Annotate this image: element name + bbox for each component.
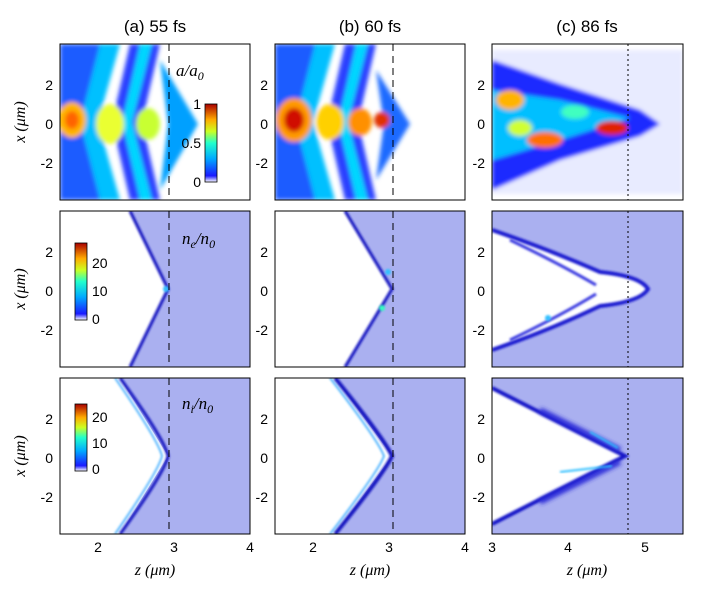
y-tick-label: 0	[260, 450, 268, 466]
y-tick-label: -2	[473, 322, 486, 338]
x-ticks-col-b: 2 3 4	[309, 539, 469, 555]
y-tick-label: 2	[477, 244, 485, 260]
y-tick-label: -2	[256, 489, 269, 505]
column-title-c: (c) 86 fs	[556, 17, 617, 36]
panel-a-electron	[59, 210, 251, 368]
y-axis-label: x (μm)	[12, 101, 29, 143]
x-axis-label: z (μm)	[349, 562, 390, 579]
y-tick-label: -2	[41, 155, 54, 171]
label-subscript: 0	[209, 237, 215, 251]
panel-c-electron	[491, 210, 684, 368]
column-title-a: (a) 55 fs	[124, 17, 186, 36]
x-axis-label: z (μm)	[134, 562, 175, 579]
colorbar-tick: 0.5	[182, 135, 202, 151]
x-tick-label: 2	[94, 539, 102, 555]
panel-b-electron	[274, 210, 466, 368]
y-tick-label: 0	[260, 283, 268, 299]
quantity-label-ion: ni/n0	[182, 394, 213, 416]
panel-a-field	[59, 43, 251, 201]
label-subscript: e	[191, 237, 197, 251]
panel-c-field	[491, 43, 684, 201]
y-tick-label: 2	[45, 411, 53, 427]
y-tick-label: 2	[45, 244, 53, 260]
label-subscript: 0	[207, 402, 213, 416]
x-tick-label: 4	[246, 539, 254, 555]
colorbar-ion: 20 10 0	[74, 403, 108, 477]
colorbar-tick: 20	[92, 255, 108, 271]
colorbar-tick: 1	[193, 96, 201, 112]
y-tick-label: 0	[260, 116, 268, 132]
label-denominator: /n	[193, 394, 207, 413]
x-tick-label: 5	[641, 539, 649, 555]
colorbar-tick: 10	[92, 283, 108, 299]
x-axis-label: z (μm)	[566, 562, 607, 579]
y-tick-label: 2	[477, 411, 485, 427]
colorbar-tick: 0	[92, 461, 100, 477]
y-tick-label: -2	[41, 322, 54, 338]
label-base: n	[182, 229, 191, 248]
y-tick-label: -2	[473, 155, 486, 171]
quantity-label-electron: ne/n0	[182, 229, 215, 251]
y-tick-label: 2	[45, 77, 53, 93]
y-tick-label: 0	[477, 116, 485, 132]
panel-b-ion	[274, 377, 466, 535]
y-tick-label: 2	[260, 244, 268, 260]
label-denominator: /n	[195, 229, 209, 248]
colorbar-electron: 20 10 0	[74, 242, 108, 327]
y-axis-label: x (μm)	[12, 435, 29, 477]
quantity-label-field: a/a0	[176, 61, 204, 83]
column-title-b: (b) 60 fs	[339, 17, 401, 36]
y-tick-label: -2	[256, 322, 269, 338]
y-tick-label: 2	[260, 411, 268, 427]
label-subscript: 0	[198, 69, 204, 83]
x-ticks-col-a: 2 3 4	[94, 539, 254, 555]
x-tick-label: 2	[309, 539, 317, 555]
y-tick-label: 0	[45, 283, 53, 299]
x-tick-label: 3	[488, 539, 496, 555]
colorbar-tick: 20	[92, 409, 108, 425]
colorbar-tick: 0	[92, 311, 100, 327]
y-tick-label: 2	[477, 77, 485, 93]
x-tick-label: 3	[170, 539, 178, 555]
x-tick-label: 4	[564, 539, 572, 555]
x-ticks-col-c: 3 4 5	[488, 539, 649, 555]
y-tick-label: -2	[256, 155, 269, 171]
colorbar-field: 1 0.5 0	[182, 96, 218, 190]
x-tick-label: 3	[385, 539, 393, 555]
colorbar-tick: 10	[92, 435, 108, 451]
colorbar-tick: 0	[193, 174, 201, 190]
y-tick-label: 0	[45, 116, 53, 132]
y-tick-label: -2	[41, 489, 54, 505]
panel-a-ion	[59, 377, 251, 535]
label-base: a/a	[176, 61, 198, 80]
y-tick-label: 0	[477, 450, 485, 466]
panel-c-ion	[491, 377, 684, 535]
panel-b-field	[274, 43, 466, 201]
x-tick-label: 4	[461, 539, 469, 555]
y-ticks-row-1: 2 0 -2 2 0 -2 2 0 -2	[41, 244, 486, 338]
y-axis-label: x (μm)	[12, 268, 29, 310]
y-tick-label: 2	[260, 77, 268, 93]
y-tick-label: 0	[45, 450, 53, 466]
y-ticks-row-2: 2 0 -2 2 0 -2 2 0 -2	[41, 411, 486, 505]
y-tick-label: -2	[473, 489, 486, 505]
label-subscript: i	[191, 402, 194, 416]
y-ticks-row-0: 2 0 -2 2 0 -2 2 0 -2	[41, 77, 486, 171]
label-base: n	[182, 394, 191, 413]
y-tick-label: 0	[477, 283, 485, 299]
